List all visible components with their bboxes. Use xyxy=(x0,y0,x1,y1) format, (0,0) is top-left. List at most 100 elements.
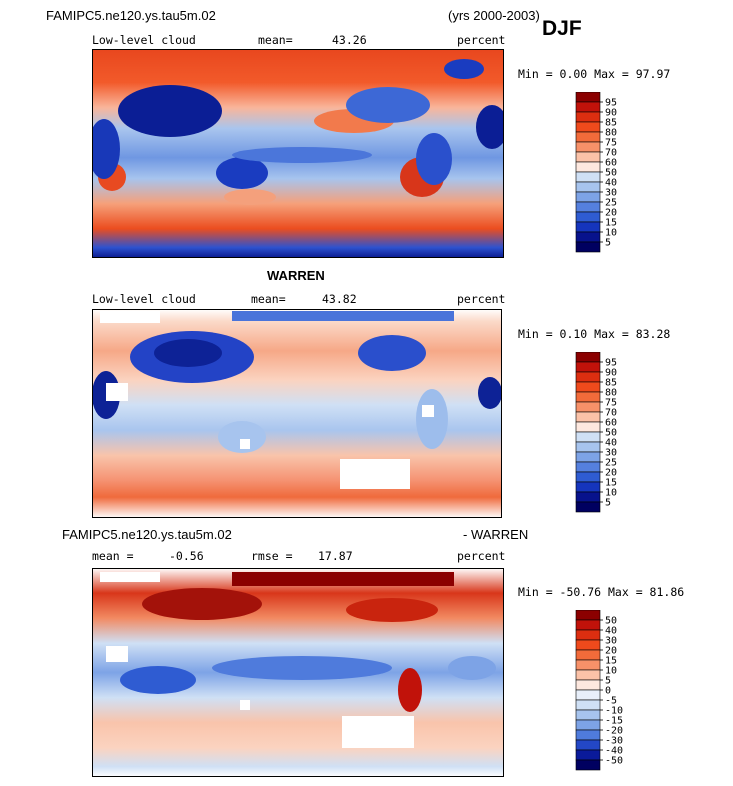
colorbar-swatch xyxy=(575,141,601,153)
panel3-mean-label: mean = xyxy=(92,549,134,563)
panel1-mean-value: 43.26 xyxy=(332,33,367,47)
panel2-land-asia-core xyxy=(154,339,222,367)
panel3-mean-value: -0.56 xyxy=(169,549,204,563)
colorbar-label: 30 xyxy=(605,448,617,459)
years-label: (yrs 2000-2003) xyxy=(448,8,540,23)
panel2-mean-label: mean= xyxy=(251,292,286,306)
colorbar-swatch xyxy=(575,201,601,213)
colorbar-label: 40 xyxy=(605,178,617,189)
colorbar-label: 25 xyxy=(605,458,617,469)
colorbar-label: 15 xyxy=(605,478,617,489)
colorbar-label: -10 xyxy=(605,706,623,717)
panel3-nodata-1 xyxy=(106,646,128,662)
colorbar-swatch xyxy=(575,471,601,483)
colorbar-label: 60 xyxy=(605,158,617,169)
colorbar-label: 90 xyxy=(605,368,617,379)
panel1-land-africa xyxy=(92,119,120,179)
colorbar-label: 90 xyxy=(605,108,617,119)
panel3-nodata-4 xyxy=(100,572,160,582)
colorbar-label: 5 xyxy=(605,238,611,249)
colorbar-swatch xyxy=(575,211,601,223)
colorbar-swatch xyxy=(575,719,601,731)
season-label: DJF xyxy=(542,17,582,40)
colorbar-label: 10 xyxy=(605,666,617,677)
colorbar-swatch xyxy=(575,659,601,671)
panel2-land-namerica xyxy=(358,335,426,371)
colorbar-swatch xyxy=(575,101,601,113)
panel1-variable: Low-level cloud xyxy=(92,33,196,47)
colorbar-swatch xyxy=(575,181,601,193)
colorbar-swatch xyxy=(575,689,601,701)
panel1-land-greenland xyxy=(444,59,484,79)
panel3-peru xyxy=(398,668,422,712)
colorbar-label: 95 xyxy=(605,98,617,109)
colorbar-swatch xyxy=(575,431,601,443)
colorbar-swatch xyxy=(575,491,601,503)
case-title: FAMIPC5.ne120.ys.tau5m.02 xyxy=(46,8,216,23)
colorbar-label: -40 xyxy=(605,746,623,757)
panel2-nodata-3 xyxy=(240,439,250,449)
panel1-land-safrica xyxy=(416,133,452,185)
panel3-atlantic-low xyxy=(448,656,496,680)
colorbar-swatch xyxy=(575,639,601,651)
colorbar-label: 95 xyxy=(605,358,617,369)
colorbar-label: -50 xyxy=(605,756,623,767)
panel3-map xyxy=(92,568,504,777)
colorbar-swatch xyxy=(575,759,601,771)
panel2-land-samerica xyxy=(416,389,448,449)
panel2-minmax: Min = 0.10 Max = 83.28 xyxy=(518,327,671,341)
panel3-nodata-2 xyxy=(342,716,414,748)
panel1-frame xyxy=(92,49,504,258)
panel2-mean-value: 43.82 xyxy=(322,292,357,306)
panel3-siberia xyxy=(142,588,262,620)
colorbar-swatch xyxy=(575,111,601,123)
colorbar-swatch xyxy=(575,749,601,761)
colorbar-label: 20 xyxy=(605,468,617,479)
panel2-title: WARREN xyxy=(267,268,325,283)
colorbar-swatch xyxy=(575,679,601,691)
colorbar-swatch xyxy=(575,352,601,363)
panel3-title-right: - WARREN xyxy=(463,527,529,542)
colorbar-label: 70 xyxy=(605,408,617,419)
colorbar-swatch xyxy=(575,441,601,453)
colorbar-swatch xyxy=(575,709,601,721)
colorbar-label: 20 xyxy=(605,646,617,657)
colorbar-label: 50 xyxy=(605,428,617,439)
colorbar-swatch xyxy=(575,669,601,681)
colorbar-label: 40 xyxy=(605,626,617,637)
colorbar-swatch xyxy=(575,191,601,203)
panel3-pacific-low xyxy=(212,656,392,680)
colorbar-label: 60 xyxy=(605,418,617,429)
colorbar-swatch xyxy=(575,241,601,253)
panel3-rmse-label: rmse = xyxy=(251,549,293,563)
colorbar-label: 80 xyxy=(605,128,617,139)
panel3-nodata-3 xyxy=(240,700,250,710)
colorbar-label: 25 xyxy=(605,198,617,209)
colorbar-label: -5 xyxy=(605,696,617,707)
colorbar-label: 75 xyxy=(605,398,617,409)
colorbar-swatch xyxy=(575,411,601,423)
colorbar-label: 5 xyxy=(605,676,611,687)
colorbar-swatch xyxy=(575,121,601,133)
panel2-nodata-2 xyxy=(340,459,410,489)
colorbar-swatch xyxy=(575,92,601,103)
colorbar-swatch xyxy=(575,699,601,711)
colorbar-swatch xyxy=(575,171,601,183)
colorbar-swatch xyxy=(575,451,601,463)
panel1-sc-australia xyxy=(224,189,276,205)
panel3-frame xyxy=(92,568,504,777)
colorbar-swatch xyxy=(575,461,601,473)
panel3-namerica xyxy=(346,598,438,622)
colorbar-label: 15 xyxy=(605,656,617,667)
panel1-land-namerica xyxy=(346,87,430,123)
colorbar-label: 5 xyxy=(605,498,611,509)
colorbar-label: 85 xyxy=(605,378,617,389)
colorbar-label: 40 xyxy=(605,438,617,449)
colorbar-label: 75 xyxy=(605,138,617,149)
colorbar-label: 50 xyxy=(605,616,617,627)
panel3-minmax: Min = -50.76 Max = 81.86 xyxy=(518,585,685,599)
colorbar-label: 10 xyxy=(605,488,617,499)
colorbar-swatch xyxy=(575,629,601,641)
panel3-title-left: FAMIPC5.ne120.ys.tau5m.02 xyxy=(62,527,232,542)
